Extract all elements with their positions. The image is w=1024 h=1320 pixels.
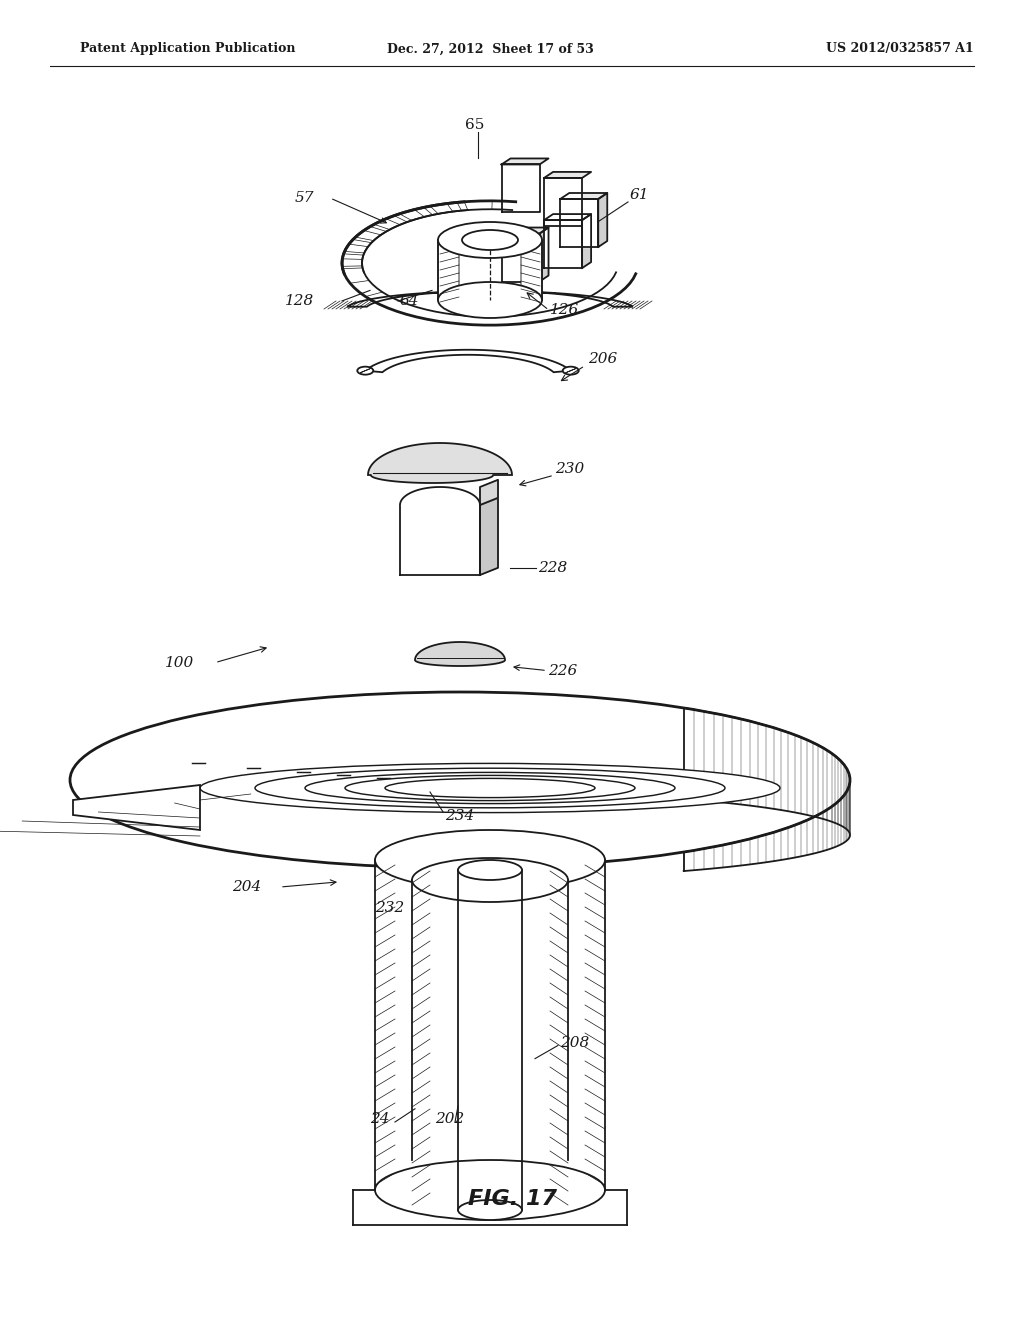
Ellipse shape <box>357 367 374 375</box>
Ellipse shape <box>305 772 675 804</box>
Polygon shape <box>598 193 607 247</box>
Polygon shape <box>521 240 542 300</box>
Ellipse shape <box>458 861 522 880</box>
Polygon shape <box>366 350 570 372</box>
Ellipse shape <box>438 222 542 257</box>
Ellipse shape <box>462 230 518 249</box>
Text: Patent Application Publication: Patent Application Publication <box>80 42 296 55</box>
Text: FIG. 17: FIG. 17 <box>468 1188 556 1209</box>
Text: 24: 24 <box>370 1113 389 1126</box>
Polygon shape <box>415 642 505 667</box>
Polygon shape <box>544 172 591 178</box>
Polygon shape <box>502 165 540 213</box>
Ellipse shape <box>412 858 568 902</box>
Polygon shape <box>560 193 607 199</box>
Polygon shape <box>347 290 633 306</box>
Text: 65: 65 <box>465 119 484 132</box>
Polygon shape <box>560 199 598 247</box>
Text: 64: 64 <box>400 294 420 308</box>
Text: 128: 128 <box>285 294 314 308</box>
Polygon shape <box>438 240 459 300</box>
Text: 208: 208 <box>560 1036 589 1049</box>
Text: 226: 226 <box>548 664 578 677</box>
Polygon shape <box>544 220 582 268</box>
Ellipse shape <box>255 768 725 808</box>
Polygon shape <box>73 785 200 830</box>
Text: 100: 100 <box>165 656 195 669</box>
Ellipse shape <box>385 779 595 797</box>
Text: 230: 230 <box>555 462 585 475</box>
Text: 61: 61 <box>630 189 649 202</box>
Ellipse shape <box>70 692 850 869</box>
Polygon shape <box>400 487 480 506</box>
Polygon shape <box>502 227 549 234</box>
Ellipse shape <box>563 367 579 375</box>
Ellipse shape <box>345 775 635 801</box>
Text: US 2012/0325857 A1: US 2012/0325857 A1 <box>826 42 974 55</box>
Text: 57: 57 <box>295 191 314 205</box>
Polygon shape <box>502 158 549 165</box>
Text: 202: 202 <box>435 1113 464 1126</box>
Text: 232: 232 <box>375 902 404 915</box>
Polygon shape <box>502 234 540 281</box>
Polygon shape <box>480 498 498 576</box>
Text: Dec. 27, 2012  Sheet 17 of 53: Dec. 27, 2012 Sheet 17 of 53 <box>387 42 593 55</box>
Polygon shape <box>540 227 549 281</box>
Text: 204: 204 <box>232 880 261 894</box>
Polygon shape <box>544 214 591 220</box>
Ellipse shape <box>438 282 542 318</box>
Polygon shape <box>400 506 480 576</box>
Polygon shape <box>544 178 582 226</box>
Ellipse shape <box>458 1200 522 1220</box>
Ellipse shape <box>200 763 780 813</box>
Polygon shape <box>368 444 512 483</box>
Ellipse shape <box>375 1160 605 1220</box>
Ellipse shape <box>375 830 605 890</box>
Text: 126: 126 <box>550 304 580 317</box>
Text: 228: 228 <box>538 561 567 574</box>
Polygon shape <box>480 479 498 506</box>
Polygon shape <box>582 214 591 268</box>
Text: 206: 206 <box>588 352 617 366</box>
Text: 234: 234 <box>445 809 474 822</box>
